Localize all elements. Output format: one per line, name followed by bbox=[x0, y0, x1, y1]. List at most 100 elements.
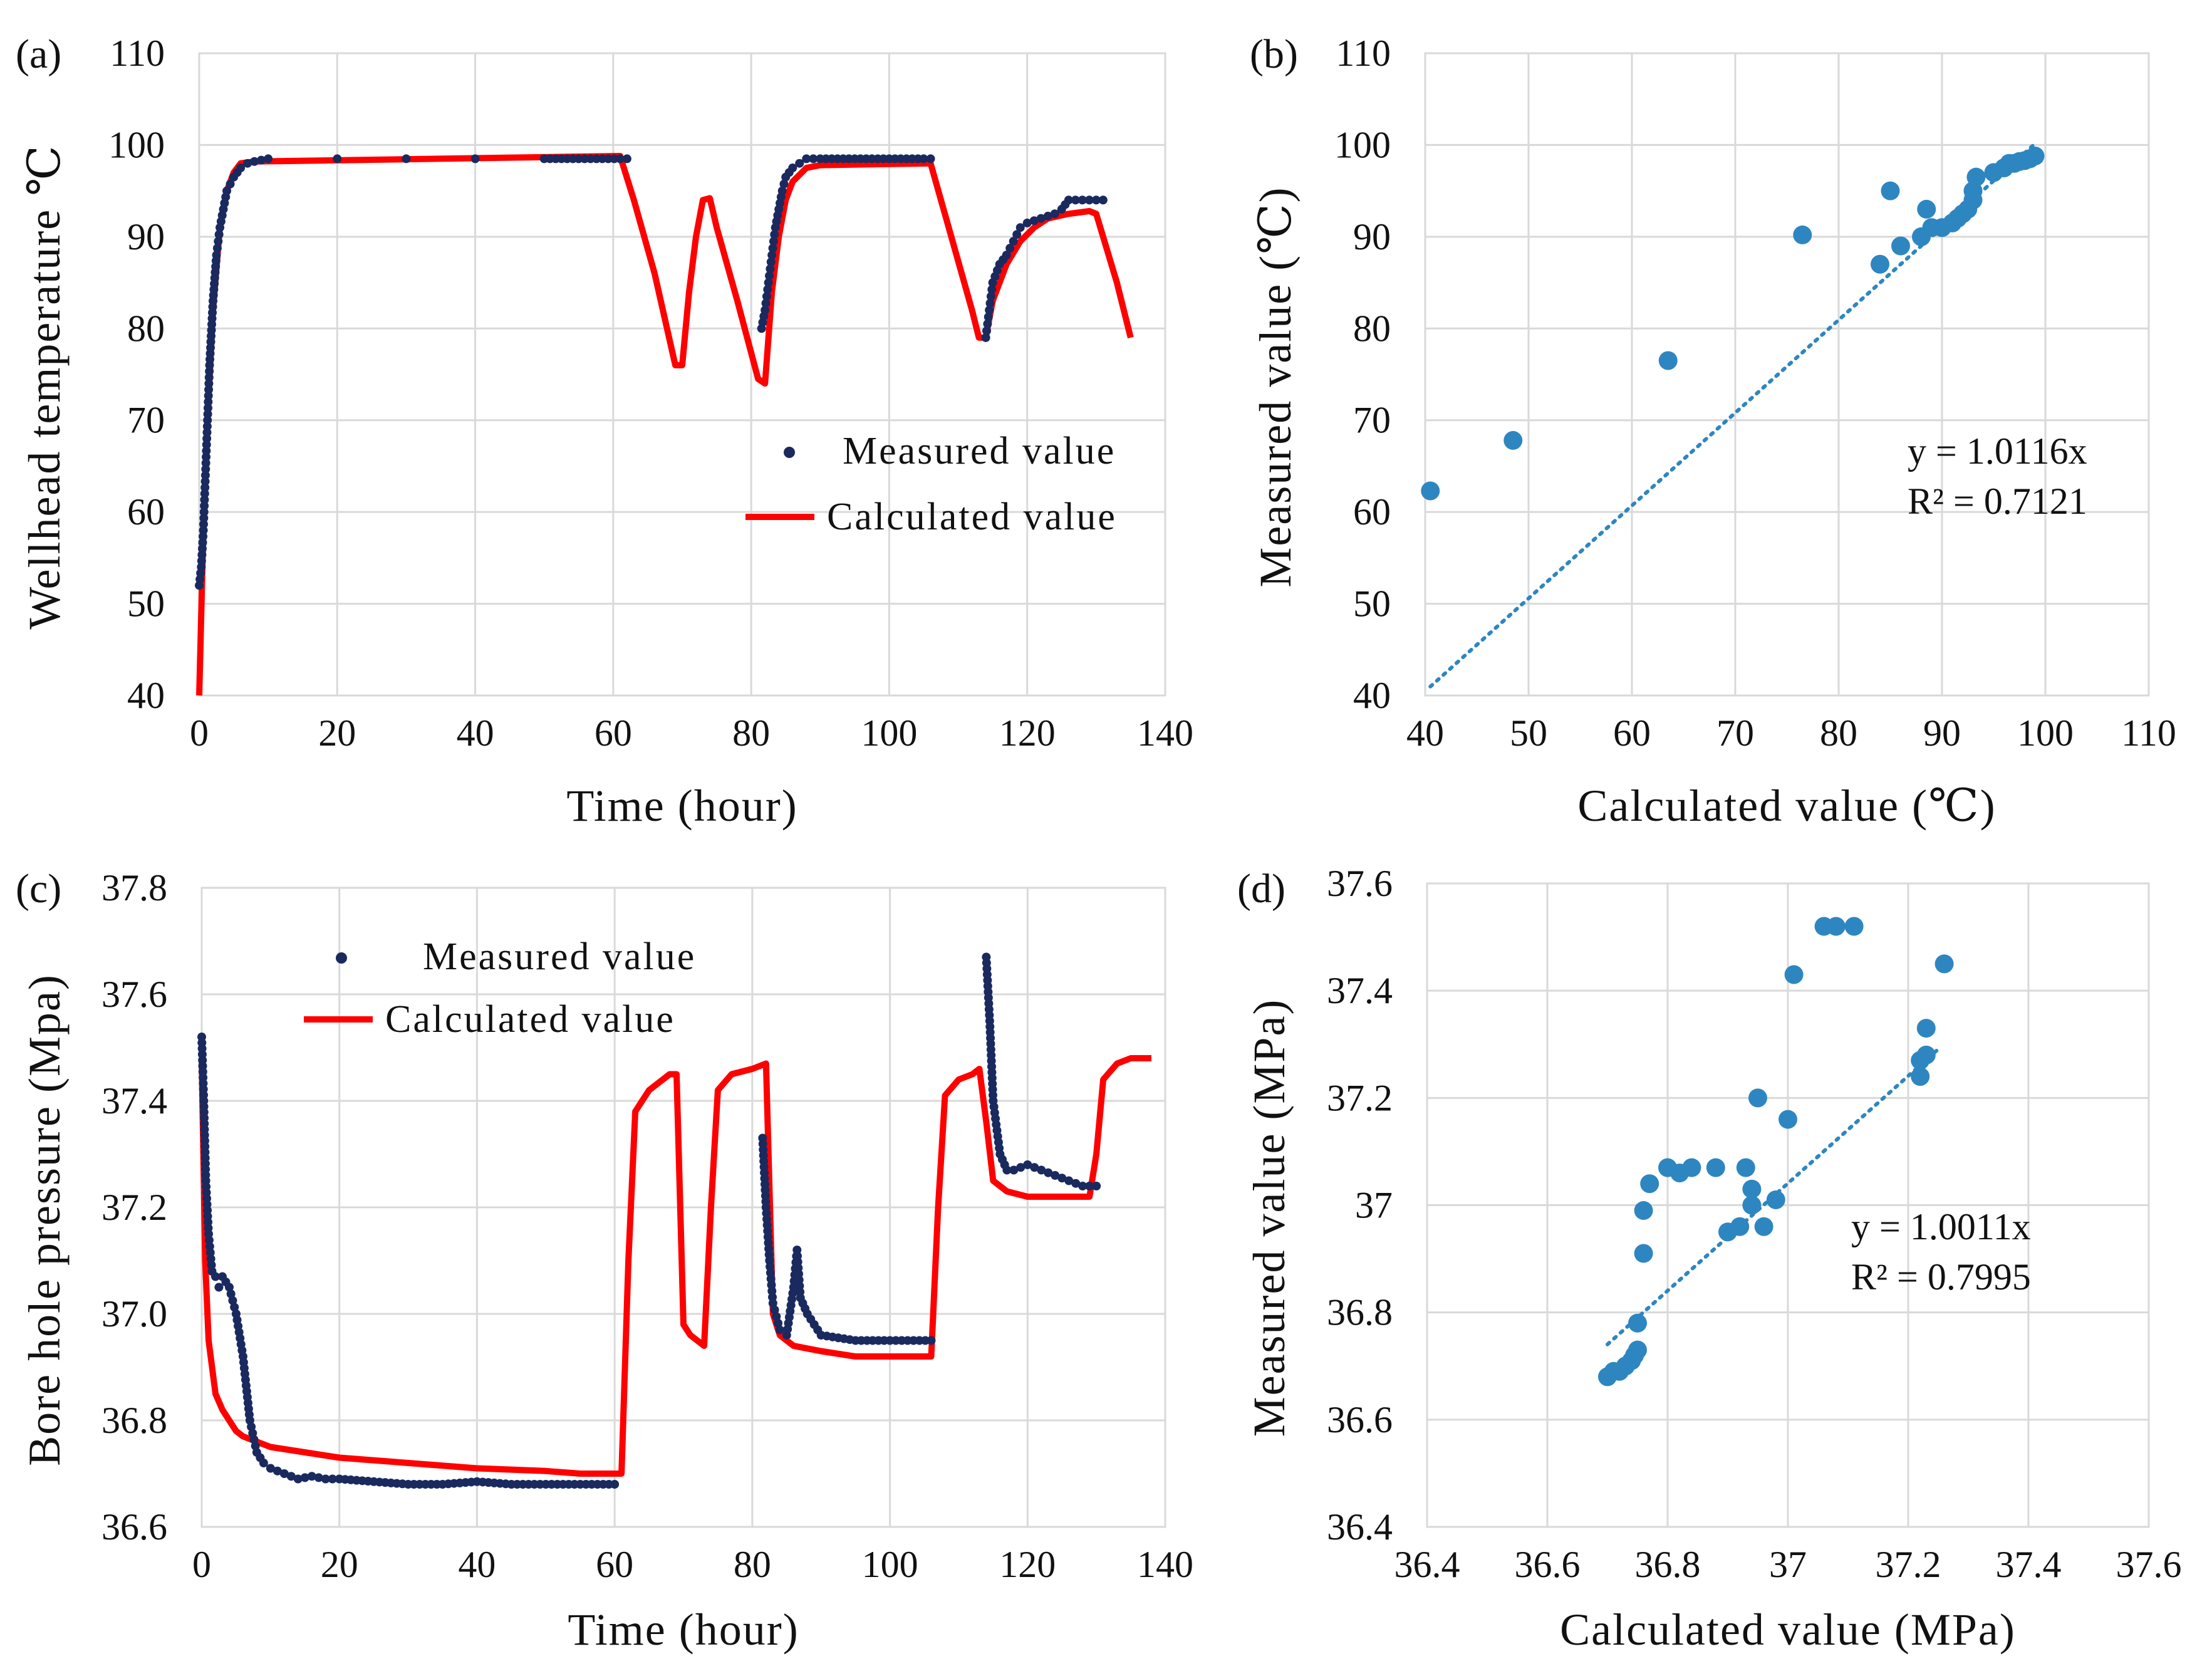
measured-point bbox=[765, 271, 774, 281]
measured-point bbox=[766, 258, 776, 267]
measured-point bbox=[982, 326, 992, 335]
measured-point bbox=[773, 211, 782, 220]
y-tick-label: 60 bbox=[127, 491, 165, 533]
scatter-point bbox=[1742, 1195, 1762, 1215]
measured-point bbox=[767, 251, 777, 260]
measured-point bbox=[795, 159, 804, 168]
measured-point bbox=[981, 333, 990, 342]
measured-point bbox=[763, 285, 772, 294]
measured-point bbox=[568, 154, 578, 164]
y-tick-label: 80 bbox=[1353, 308, 1391, 349]
r-squared-label: R² = 0.7121 bbox=[1908, 481, 2087, 522]
measured-point bbox=[196, 568, 205, 578]
measured-point bbox=[200, 483, 210, 492]
y-tick-label: 90 bbox=[127, 216, 165, 258]
trendline-equation: y = 1.0011x bbox=[1851, 1206, 2031, 1247]
x-tick-label: 50 bbox=[1510, 712, 1547, 754]
measured-point bbox=[622, 154, 631, 164]
measured-point bbox=[333, 154, 342, 164]
measured-point bbox=[987, 285, 997, 294]
measured-point bbox=[768, 1293, 777, 1302]
measured-point bbox=[200, 495, 209, 504]
measured-point bbox=[279, 1469, 289, 1478]
measured-point bbox=[217, 211, 227, 220]
measured-point bbox=[202, 428, 212, 437]
measured-point bbox=[788, 1289, 797, 1298]
measured-point bbox=[314, 1473, 323, 1482]
y-tick-label: 37.8 bbox=[101, 867, 167, 908]
x-tick-label: 40 bbox=[457, 712, 494, 754]
measured-point bbox=[769, 237, 778, 246]
measured-point bbox=[926, 154, 935, 164]
measured-point bbox=[796, 1287, 805, 1296]
scatter-point bbox=[1916, 1019, 1936, 1038]
measured-point bbox=[1084, 195, 1094, 205]
measured-point bbox=[1030, 1163, 1039, 1172]
measured-point bbox=[802, 154, 811, 164]
measured-point bbox=[992, 266, 1002, 275]
measured-point bbox=[1071, 1179, 1081, 1188]
measured-point bbox=[203, 415, 212, 425]
x-tick-label: 37.4 bbox=[1996, 1544, 2062, 1585]
y-tick-label: 37.2 bbox=[1327, 1077, 1393, 1118]
measured-point bbox=[770, 1305, 779, 1314]
y-tick-label: 40 bbox=[127, 675, 165, 716]
measured-point bbox=[809, 154, 818, 164]
scatter-point bbox=[1628, 1340, 1647, 1360]
x-tick-label: 80 bbox=[1820, 712, 1857, 754]
y-tick-label: 37.4 bbox=[1327, 970, 1393, 1011]
measured-point bbox=[1012, 230, 1022, 239]
measured-point bbox=[232, 168, 242, 177]
measured-point bbox=[762, 292, 771, 301]
y-tick-label: 37.6 bbox=[101, 974, 167, 1015]
measured-point bbox=[199, 508, 209, 517]
y-tick-label: 100 bbox=[108, 124, 165, 165]
measured-point bbox=[604, 1480, 613, 1489]
x-tick-label: 60 bbox=[595, 712, 632, 754]
scatter-point bbox=[1682, 1158, 1701, 1177]
measured-point bbox=[986, 292, 995, 301]
measured-point bbox=[221, 192, 231, 202]
scatter-point bbox=[1844, 917, 1864, 936]
scatter-point bbox=[1634, 1201, 1653, 1221]
measured-point bbox=[200, 489, 209, 498]
scatter-point bbox=[1826, 917, 1846, 936]
measured-point bbox=[212, 244, 222, 253]
measured-point bbox=[776, 192, 786, 202]
measured-point bbox=[764, 278, 773, 288]
y-tick-label: 50 bbox=[1353, 583, 1391, 625]
measured-point bbox=[467, 1477, 476, 1487]
measured-point bbox=[759, 311, 769, 321]
measured-point bbox=[784, 168, 794, 177]
measured-point bbox=[770, 230, 779, 239]
measured-point bbox=[200, 477, 210, 486]
measured-point bbox=[203, 403, 212, 413]
y-tick-label: 110 bbox=[110, 33, 165, 74]
measured-point bbox=[204, 379, 214, 388]
y-tick-label: 60 bbox=[1353, 491, 1391, 533]
measured-point bbox=[210, 1272, 220, 1281]
measured-point bbox=[1005, 244, 1015, 253]
measured-point bbox=[266, 1464, 275, 1473]
scatter-point bbox=[1634, 1244, 1653, 1263]
r-squared-label: R² = 0.7995 bbox=[1851, 1256, 2031, 1298]
measured-point bbox=[610, 154, 619, 164]
plot-frame bbox=[198, 52, 1166, 697]
measured-point bbox=[1015, 223, 1025, 232]
measured-point bbox=[228, 1296, 237, 1305]
x-tick-label: 70 bbox=[1716, 712, 1754, 754]
scatter-point bbox=[1628, 1313, 1647, 1333]
y-tick-label: 50 bbox=[127, 583, 165, 625]
x-tick-label: 37 bbox=[1769, 1544, 1807, 1585]
measured-point bbox=[214, 230, 224, 239]
measured-point bbox=[570, 1480, 579, 1489]
measured-point bbox=[200, 471, 210, 480]
x-tick-label: 140 bbox=[1137, 1544, 1193, 1585]
measured-point bbox=[995, 1143, 1004, 1153]
measured-point bbox=[880, 1336, 889, 1345]
measured-point bbox=[199, 1090, 208, 1100]
measured-point bbox=[256, 1453, 265, 1462]
y-tick-label: 36.4 bbox=[1327, 1506, 1393, 1548]
measured-point bbox=[1078, 1182, 1088, 1190]
